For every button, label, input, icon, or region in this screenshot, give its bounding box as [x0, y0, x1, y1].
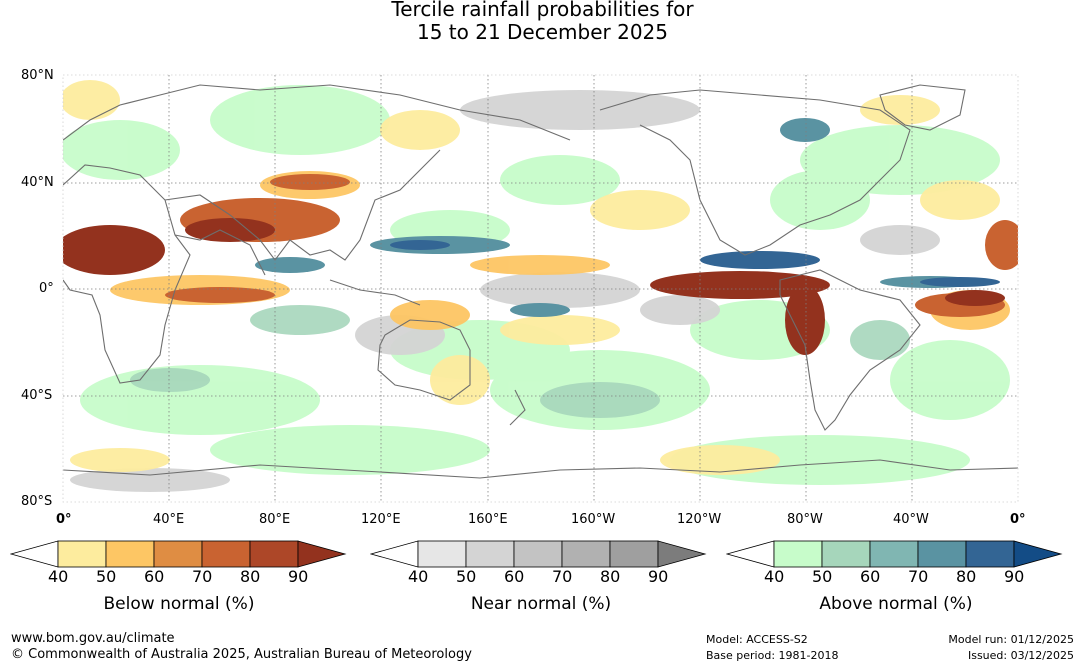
lat-label-0: 0°: [39, 281, 54, 296]
colorbar-below-segment: [105, 540, 155, 568]
colorbar-above-tick: 40: [764, 567, 785, 586]
colorbar-below-tick: 50: [96, 567, 117, 586]
colorbar-near-segment: [513, 540, 563, 568]
lon-label-40e: 40°E: [153, 512, 185, 527]
colorbar-above-segment: [917, 540, 967, 568]
colorbar-near-tick: 70: [552, 567, 573, 586]
colorbar-near-tick: 50: [456, 567, 477, 586]
colorbar-above-low-arrow: [726, 540, 775, 568]
lon-label-0-left: 0°: [56, 512, 72, 527]
footer-base-period: Base period: 1981-2018: [706, 649, 839, 662]
colorbar-above-segment: [965, 540, 1015, 568]
coastlines: [63, 84, 1018, 479]
colorbar-below-tick: 90: [288, 567, 309, 586]
map-frame: [62, 74, 1019, 503]
gridlines: [63, 75, 1018, 502]
lat-label-80s: 80°S: [21, 494, 53, 509]
footer-model-run: Model run: 01/12/2025: [948, 633, 1074, 646]
lon-label-80w: 80°W: [787, 512, 823, 527]
colorbar-below-segment: [201, 540, 251, 568]
colorbar-below-tick: 80: [240, 567, 261, 586]
lon-label-120w: 120°W: [677, 512, 722, 527]
title-line-2: 15 to 21 December 2025: [416, 20, 668, 44]
colorbar-near-segment: [561, 540, 611, 568]
colorbar-near-segment: [465, 540, 515, 568]
colorbar-above-tick: 70: [908, 567, 929, 586]
footer-copyright: © Commonwealth of Australia 2025, Austra…: [11, 647, 472, 662]
colorbar-below-segment: [57, 540, 107, 568]
colorbar-near-title: Near normal (%): [470, 594, 612, 614]
colorbar-near-tick: 40: [408, 567, 429, 586]
lon-label-160w: 160°W: [571, 512, 616, 527]
colorbar-above-segment: [869, 540, 919, 568]
colorbar-near-normal: [370, 540, 707, 568]
footer-issued: Issued: 03/12/2025: [967, 649, 1074, 662]
colorbar-near-tick: 60: [504, 567, 525, 586]
colorbar-below-normal: [10, 540, 347, 568]
colorbar-below-title: Below normal (%): [103, 594, 255, 614]
colorbar-above-high-arrow: [1013, 540, 1063, 568]
lon-label-120e: 120°E: [361, 512, 401, 527]
colorbar-above-tick: 50: [812, 567, 833, 586]
lat-label-40s: 40°S: [21, 388, 53, 403]
footer-model: Model: ACCESS-S2: [706, 633, 808, 646]
colorbar-above-segment: [821, 540, 871, 568]
colorbar-above-tick: 90: [1004, 567, 1025, 586]
colorbar-above-tick: 60: [860, 567, 881, 586]
colorbar-above-normal: [726, 540, 1063, 568]
colorbar-near-segment: [417, 540, 467, 568]
lat-label-80n: 80°N: [21, 68, 54, 83]
colorbar-below-high-arrow: [297, 540, 347, 568]
colorbar-near-high-arrow: [657, 540, 707, 568]
lon-label-0-right: 0°: [1010, 512, 1026, 527]
colorbar-above-title: Above normal (%): [819, 594, 973, 614]
colorbar-below-low-arrow: [10, 540, 59, 568]
colorbar-below-tick: 60: [144, 567, 165, 586]
lon-label-80e: 80°E: [259, 512, 291, 527]
colorbar-below-tick: 70: [192, 567, 213, 586]
lat-label-40n: 40°N: [21, 175, 54, 190]
colorbar-near-segment: [609, 540, 659, 568]
colorbar-below-segment: [249, 540, 299, 568]
lon-label-160e: 160°E: [468, 512, 508, 527]
colorbar-near-low-arrow: [370, 540, 419, 568]
footer-url: www.bom.gov.au/climate: [11, 631, 175, 646]
probability-field: [63, 75, 1018, 502]
colorbar-below-segment: [153, 540, 203, 568]
colorbar-above-tick: 80: [956, 567, 977, 586]
colorbar-above-segment: [773, 540, 823, 568]
colorbar-below-tick: 40: [48, 567, 69, 586]
lon-label-40w: 40°W: [893, 512, 929, 527]
title-line-1: Tercile rainfall probabilities for: [391, 0, 694, 21]
colorbar-near-tick: 80: [600, 567, 621, 586]
colorbar-near-tick: 90: [648, 567, 669, 586]
